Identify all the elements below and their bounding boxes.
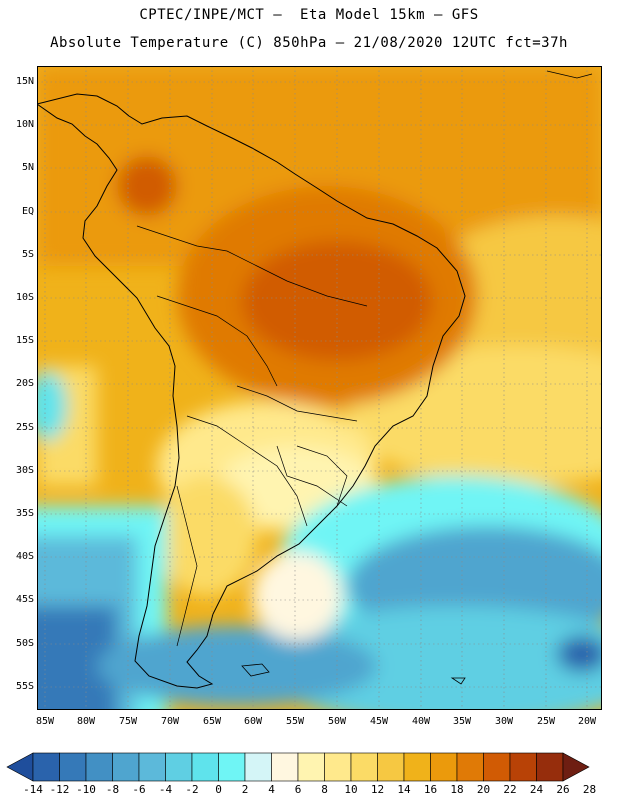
country-borders xyxy=(136,225,368,647)
legend-swatch xyxy=(297,752,325,782)
legend-label: 4 xyxy=(268,783,275,796)
legend-label: 12 xyxy=(370,783,385,796)
temperature-map xyxy=(37,66,602,710)
islands xyxy=(241,70,593,685)
lat-label: 30S xyxy=(15,465,34,476)
graticule xyxy=(37,66,602,710)
lat-label: 10S xyxy=(15,292,34,303)
legend-swatch xyxy=(509,752,537,782)
legend-label: 0 xyxy=(215,783,222,796)
lat-label: 15N xyxy=(15,76,34,87)
legend-swatch xyxy=(138,752,166,782)
legend-arrow-high xyxy=(562,752,590,782)
lat-label: 10N xyxy=(15,119,34,130)
legend-label: 28 xyxy=(582,783,597,796)
legend-label: -2 xyxy=(185,783,199,796)
legend-label: -6 xyxy=(132,783,146,796)
legend-label: -4 xyxy=(158,783,173,796)
lon-label: 20W xyxy=(577,716,597,727)
legend-label: 26 xyxy=(556,783,570,796)
legend-swatch xyxy=(244,752,272,782)
legend-label: 22 xyxy=(503,783,517,796)
color-legend xyxy=(6,752,590,782)
lat-label: 5N xyxy=(21,162,34,173)
lat-label: 20S xyxy=(15,378,34,389)
legend-swatch xyxy=(430,752,458,782)
lon-label: 50W xyxy=(327,716,347,727)
lat-label: EQ xyxy=(21,206,34,217)
map-frame xyxy=(37,66,602,710)
legend-swatch xyxy=(165,752,193,782)
lon-label: 30W xyxy=(494,716,514,727)
legend-swatch xyxy=(350,752,378,782)
lat-label: 15S xyxy=(15,335,34,346)
legend-swatch xyxy=(456,752,484,782)
legend-label: -8 xyxy=(105,783,120,796)
lon-label: 70W xyxy=(160,716,180,727)
legend-arrow-low xyxy=(6,752,34,782)
legend-label: 16 xyxy=(423,783,438,796)
legend-swatch xyxy=(324,752,352,782)
legend-label: 14 xyxy=(397,783,411,796)
lat-label: 5S xyxy=(21,249,34,260)
lat-label: 50S xyxy=(15,638,34,649)
title-line-2: Absolute Temperature (C) 850hPa – 21/08/… xyxy=(50,35,568,51)
legend-swatch xyxy=(218,752,246,782)
lon-label: 45W xyxy=(369,716,389,727)
lon-label: 75W xyxy=(118,716,138,727)
legend-swatch xyxy=(403,752,431,782)
lat-label: 35S xyxy=(15,508,34,519)
legend-swatch xyxy=(59,752,87,782)
lat-label: 25S xyxy=(15,422,34,433)
legend-swatch xyxy=(271,752,299,782)
lon-label: 85W xyxy=(35,716,55,727)
legend-label: -10 xyxy=(76,783,96,796)
legend-label: 24 xyxy=(529,783,544,796)
lat-label: 45S xyxy=(15,594,34,605)
legend-label: 6 xyxy=(294,783,302,796)
legend-swatches xyxy=(6,752,590,782)
title-line-1: CPTEC/INPE/MCT – Eta Model 15km – GFS xyxy=(139,7,479,23)
legend-label: 18 xyxy=(450,783,464,796)
legend-label: -14 xyxy=(23,783,43,796)
legend-swatch xyxy=(85,752,113,782)
coastline xyxy=(37,93,466,689)
lon-label: 40W xyxy=(411,716,431,727)
legend-swatch xyxy=(112,752,140,782)
legend-swatch xyxy=(191,752,219,782)
lat-label: 40S xyxy=(15,551,34,562)
legend-label: 20 xyxy=(476,783,491,796)
lon-label: 55W xyxy=(285,716,305,727)
lon-label: 25W xyxy=(536,716,556,727)
lon-label: 80W xyxy=(76,716,96,727)
legend-swatch xyxy=(377,752,405,782)
legend-label: 10 xyxy=(344,783,358,796)
lon-label: 65W xyxy=(202,716,222,727)
legend-label: 8 xyxy=(321,783,328,796)
legend-label: 2 xyxy=(241,783,249,796)
legend-swatch xyxy=(483,752,511,782)
legend-swatch xyxy=(536,752,564,782)
temperature-field xyxy=(37,66,602,710)
legend-label: -12 xyxy=(49,783,70,796)
legend-swatch xyxy=(32,752,60,782)
map-canvas xyxy=(37,66,602,710)
lat-label: 55S xyxy=(15,681,34,692)
lon-label: 60W xyxy=(243,716,263,727)
lon-label: 35W xyxy=(452,716,472,727)
